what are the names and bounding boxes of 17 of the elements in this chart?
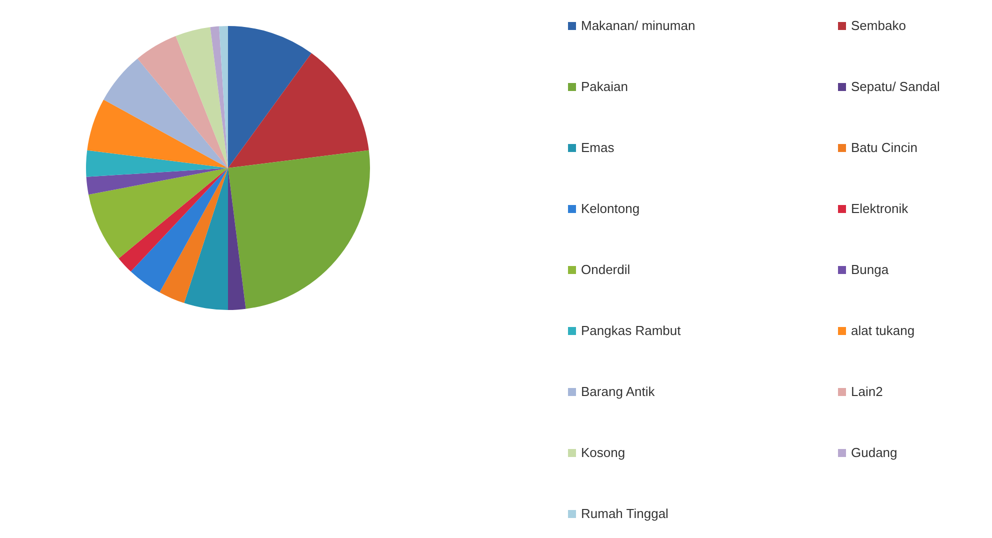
legend-label: Emas [581, 140, 614, 155]
legend-label: Elektronik [851, 201, 908, 216]
legend-label: Lain2 [851, 384, 883, 399]
legend-label: alat tukang [851, 323, 915, 338]
legend-label: Batu Cincin [851, 140, 918, 155]
legend-label: Sembako [851, 18, 906, 33]
legend-label: Kelontong [581, 201, 640, 216]
legend-label: Onderdil [581, 262, 630, 277]
legend-label: Sepatu/ Sandal [851, 79, 940, 94]
legend-label: Rumah Tinggal [581, 506, 668, 521]
legend-label: Pangkas Rambut [581, 323, 681, 338]
legend-label: Makanan/ minuman [581, 18, 696, 33]
legend-label: Bunga [851, 262, 889, 277]
legend-label: Gudang [851, 445, 898, 460]
legend-label: Kosong [581, 445, 626, 460]
legend-label: Barang Antik [581, 384, 655, 399]
legend-label: Pakaian [581, 79, 628, 94]
